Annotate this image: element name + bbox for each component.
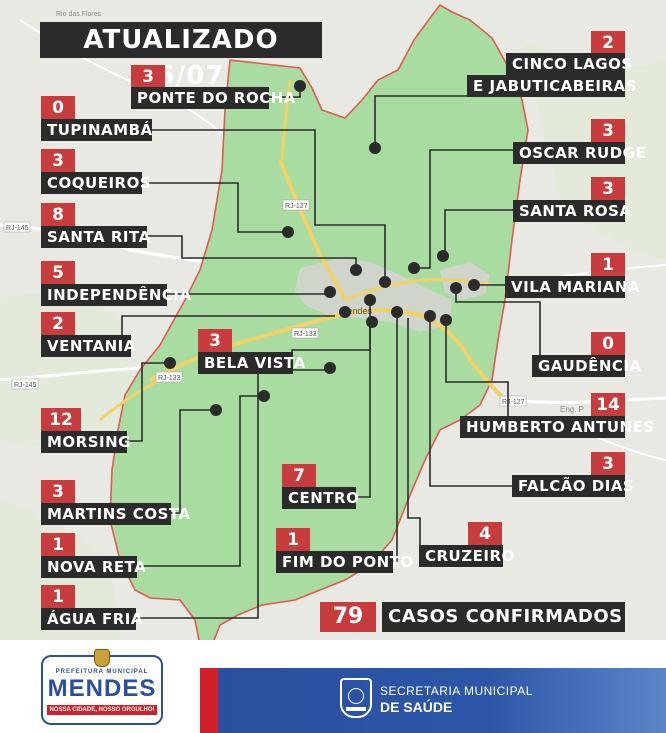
road-label: RJ-127 xyxy=(285,203,308,210)
dot-tupinamba xyxy=(379,276,391,288)
label-gaudencia: GAUDÊNCIA xyxy=(532,355,641,377)
dot-centro xyxy=(366,316,378,328)
dot-falcao-dias xyxy=(424,310,436,322)
road-label: RJ-127 xyxy=(502,399,525,406)
place-label-top: Rio das Flores xyxy=(56,11,102,18)
count-centro: 7 xyxy=(282,464,316,488)
count-coqueiros: 3 xyxy=(41,149,75,173)
road-shield-rj127: RJ-127 xyxy=(282,199,310,211)
label-agua-fria: ÁGUA FRIA xyxy=(41,608,142,630)
count-oscar-rudge: 3 xyxy=(591,119,625,143)
coat-of-arms-icon xyxy=(94,649,110,667)
municipality-boundary xyxy=(109,3,529,652)
label-santa-rosa: SANTA ROSA xyxy=(513,200,631,222)
city-label: Mendes xyxy=(340,306,373,316)
count-cinco-lagos: 2 xyxy=(591,31,625,55)
count-ventania: 2 xyxy=(41,312,75,336)
road-label: RJ-133 xyxy=(158,375,181,382)
dot-fim-do-ponto xyxy=(391,306,403,318)
count-santa-rosa: 3 xyxy=(591,177,625,201)
dot-gaudencia xyxy=(450,282,462,294)
count-bela-vista: 3 xyxy=(198,329,232,353)
secretaria-line1: SECRETARIA MUNICIPAL xyxy=(380,684,533,698)
dot-ponte-do-rocha xyxy=(294,80,306,92)
prefeitura-top-text: PREFEITURA MUNICIPAL xyxy=(55,669,149,675)
label-coqueiros: COQUEIROS xyxy=(41,172,151,194)
prefeitura-slogan: NOSSA CIDADE, NOSSO ORGULHO! xyxy=(47,705,157,715)
road-label: RJ-145 xyxy=(6,225,29,232)
road-label: RJ-133 xyxy=(294,331,317,338)
footer-white-band xyxy=(200,640,666,668)
count-morsing: 12 xyxy=(41,408,81,432)
count-fim-do-ponto: 1 xyxy=(276,528,310,552)
prefeitura-logo-area: PREFEITURA MUNICIPAL MENDES NOSSA CIDADE… xyxy=(0,640,200,733)
dot-coqueiros xyxy=(282,226,294,238)
count-ponte-do-rocha: 3 xyxy=(131,65,165,89)
dot-humberto-antunes xyxy=(440,314,452,326)
label-nova-reta: NOVA RETA xyxy=(41,556,146,578)
secretaria-line2: DE SAÚDE xyxy=(380,699,453,715)
label-cinco-lagos: CINCO LAGOS xyxy=(506,53,632,75)
footer-red-strip xyxy=(200,668,218,733)
road-shield-rj133b: RJ-133 xyxy=(155,371,183,383)
count-humberto-antunes: 14 xyxy=(591,393,625,417)
dot-oscar-rudge xyxy=(408,262,420,274)
dot-morsing xyxy=(164,357,176,369)
road-shield-rj145: RJ-145 xyxy=(3,221,31,233)
dot-nova-reta xyxy=(258,390,270,402)
count-vila-mariana: 1 xyxy=(591,253,625,277)
road-label: RJ-145 xyxy=(14,382,37,389)
count-falcao-dias: 3 xyxy=(591,452,625,476)
page-title: ATUALIZADO 16/07 xyxy=(40,22,322,91)
label-oscar-rudge: OSCAR RUDGE xyxy=(513,142,646,164)
prefeitura-name: MENDES xyxy=(47,675,157,702)
label-martins-costa: MARTINS COSTA xyxy=(41,503,190,525)
road-shield-rj145b: RJ-145 xyxy=(11,378,39,390)
dot-santa-rita xyxy=(350,264,362,276)
dot-cinco-lagos xyxy=(369,142,381,154)
label-cruzeiro: CRUZEIRO xyxy=(419,545,514,567)
dot-bela-vista xyxy=(364,294,376,306)
dot-santa-rosa xyxy=(437,250,449,262)
label-centro: CENTRO xyxy=(282,487,359,509)
label-fim-do-ponto: FIM DO PONTO xyxy=(276,551,413,573)
label-vila-mariana: VILA MARIANA xyxy=(505,276,640,298)
label-ponte-do-rocha: PONTE DO ROCHA xyxy=(131,87,295,109)
total-count: 79 xyxy=(320,602,376,632)
count-santa-rita: 8 xyxy=(41,203,75,227)
dot-agua-fria xyxy=(324,362,336,374)
count-martins-costa: 3 xyxy=(41,480,75,504)
label-independencia: INDEPENDÊNCIA xyxy=(41,284,191,306)
total-label: CASOS CONFIRMADOS xyxy=(382,602,625,632)
label-falcao-dias: FALCÃO DIAS xyxy=(512,475,634,497)
count-cruzeiro: 4 xyxy=(468,522,502,546)
label-jabuticabeiras: E JABUTICABEIRAS xyxy=(467,75,636,97)
label-ventania: VENTANIA xyxy=(41,335,135,357)
count-agua-fria: 1 xyxy=(41,585,75,609)
label-morsing: MORSING xyxy=(41,431,130,453)
count-independencia: 5 xyxy=(41,261,75,285)
count-tupinamba: 0 xyxy=(41,96,75,120)
label-bela-vista: BELA VISTA xyxy=(198,352,305,374)
prefeitura-logo: PREFEITURA MUNICIPAL MENDES NOSSA CIDADE… xyxy=(41,649,163,725)
leader-lines xyxy=(121,86,541,619)
road-shield-rj127b: RJ-127 xyxy=(499,395,527,407)
road-shield-rj133: RJ-133 xyxy=(291,327,319,339)
dot-vila-mariana xyxy=(468,279,480,291)
dot-ventania xyxy=(339,306,351,318)
count-nova-reta: 1 xyxy=(41,533,75,557)
count-gaudencia: 0 xyxy=(591,332,625,356)
place-label: Eng. P xyxy=(560,405,584,414)
label-santa-rita: SANTA RITA xyxy=(41,226,150,248)
label-tupinamba: TUPINAMBÁ xyxy=(41,119,152,141)
label-humberto-antunes: HUMBERTO ANTUNES xyxy=(460,416,654,438)
location-dots xyxy=(164,80,480,416)
dot-independencia xyxy=(324,286,336,298)
secretaria-emblem-icon xyxy=(340,678,372,718)
secretaria-band: SECRETARIA MUNICIPAL DE SAÚDE xyxy=(218,668,666,733)
dot-martins-costa xyxy=(210,404,222,416)
